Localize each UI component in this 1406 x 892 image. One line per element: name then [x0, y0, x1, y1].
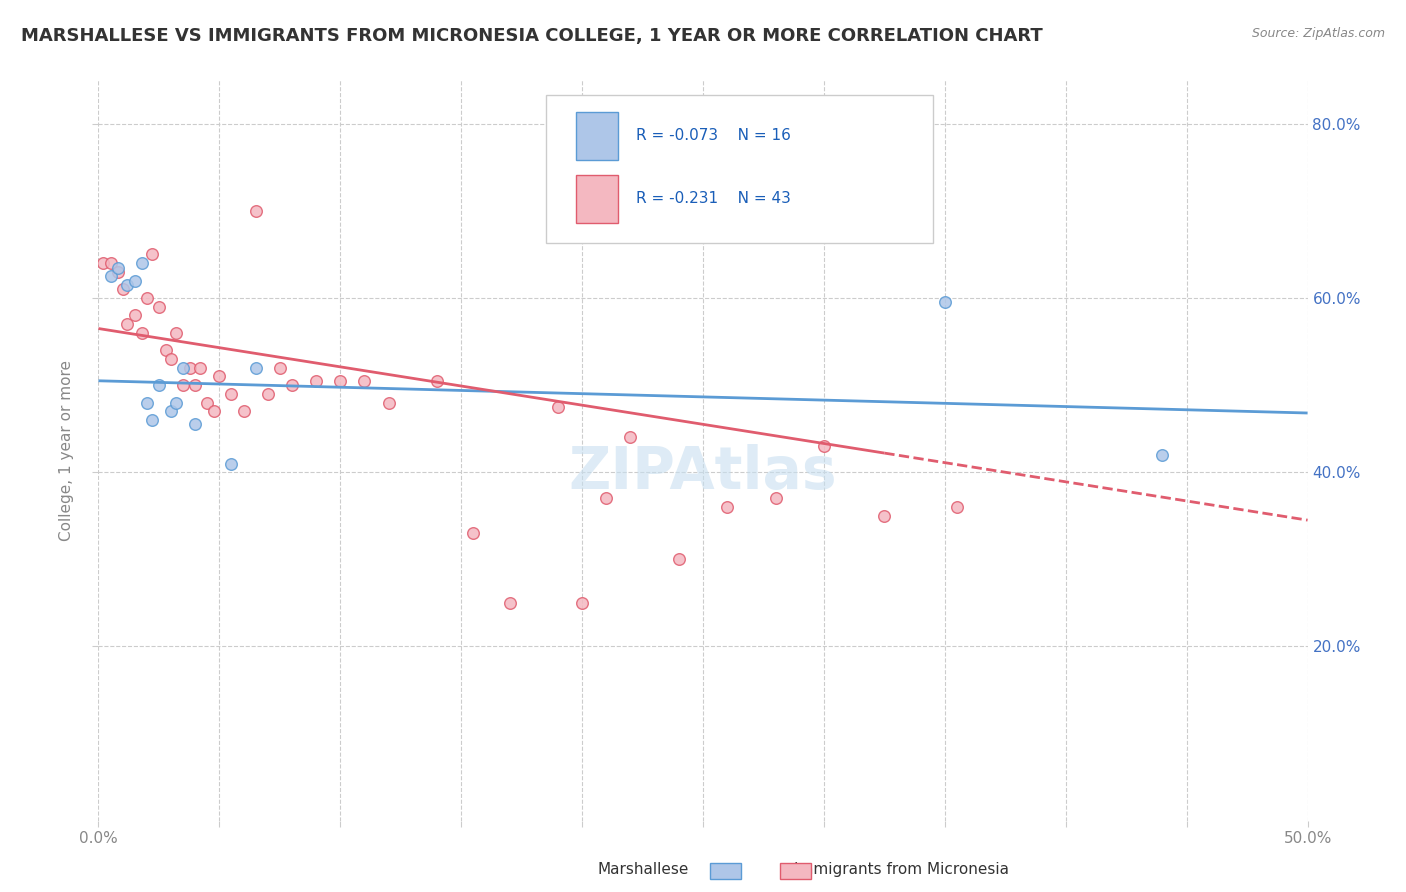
Point [463, 526, 485, 541]
Point [221, 457, 243, 471]
Point [619, 430, 641, 444]
Point [232, 404, 254, 418]
Point [131, 326, 153, 340]
Point [221, 387, 243, 401]
Point [117, 317, 139, 331]
Point [135, 395, 157, 409]
Text: Marshallese: Marshallese [598, 863, 689, 877]
Point [107, 265, 129, 279]
Point [547, 400, 569, 414]
Point [245, 203, 267, 218]
Point [377, 395, 399, 409]
Point [131, 256, 153, 270]
Point [595, 491, 617, 506]
Point [141, 247, 163, 261]
Point [148, 300, 170, 314]
Point [141, 413, 163, 427]
Point [571, 596, 593, 610]
Point [305, 374, 328, 388]
Point [148, 378, 170, 392]
Text: R = -0.073    N = 16: R = -0.073 N = 16 [637, 128, 792, 144]
Point [765, 491, 787, 506]
Point [256, 387, 278, 401]
Point [426, 374, 449, 388]
Point [135, 291, 157, 305]
Text: ZIPAtlas: ZIPAtlas [568, 444, 838, 501]
Point [716, 500, 738, 514]
Point [91, 256, 114, 270]
Point [498, 596, 520, 610]
Point [124, 274, 146, 288]
Point [155, 343, 177, 358]
Y-axis label: College, 1 year or more: College, 1 year or more [59, 360, 75, 541]
Point [281, 378, 304, 392]
FancyBboxPatch shape [546, 95, 932, 244]
Text: R = -0.231    N = 43: R = -0.231 N = 43 [637, 191, 792, 206]
Point [668, 552, 690, 566]
Point [353, 374, 375, 388]
Point [179, 360, 201, 375]
Point [204, 404, 226, 418]
Point [172, 378, 194, 392]
Point [813, 439, 835, 453]
Point [946, 500, 969, 514]
Point [188, 360, 211, 375]
FancyBboxPatch shape [576, 175, 619, 223]
Point [165, 395, 187, 409]
Point [100, 256, 122, 270]
Text: MARSHALLESE VS IMMIGRANTS FROM MICRONESIA COLLEGE, 1 YEAR OR MORE CORRELATION CH: MARSHALLESE VS IMMIGRANTS FROM MICRONESI… [21, 27, 1043, 45]
Point [329, 374, 352, 388]
Point [195, 395, 218, 409]
Point [111, 282, 134, 296]
Point [184, 417, 207, 432]
FancyBboxPatch shape [576, 112, 619, 160]
Point [873, 508, 896, 523]
Point [245, 360, 267, 375]
Text: Immigrants from Micronesia: Immigrants from Micronesia [794, 863, 1010, 877]
Point [100, 269, 122, 284]
Point [160, 351, 183, 366]
Point [107, 260, 129, 275]
Point [124, 309, 146, 323]
Point [172, 360, 194, 375]
Point [165, 326, 187, 340]
Point [269, 360, 291, 375]
Text: Source: ZipAtlas.com: Source: ZipAtlas.com [1251, 27, 1385, 40]
Point [160, 404, 183, 418]
Point [117, 277, 139, 292]
Point [184, 378, 207, 392]
Point [1152, 448, 1174, 462]
Point [208, 369, 231, 384]
Point [934, 295, 956, 310]
